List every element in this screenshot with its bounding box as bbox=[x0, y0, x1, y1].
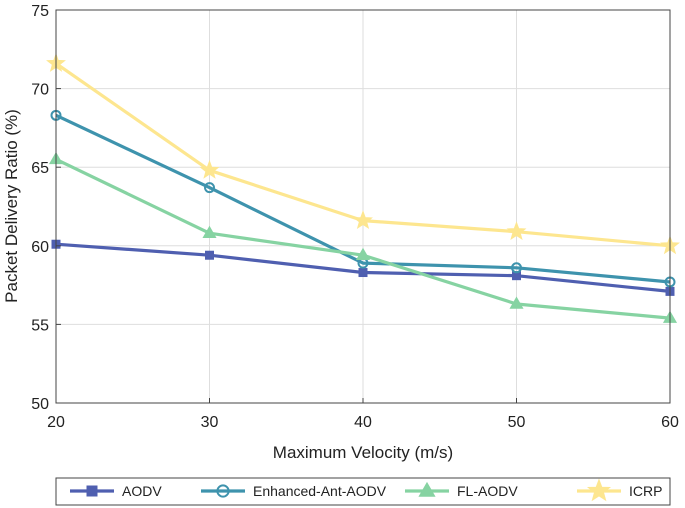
grid bbox=[56, 10, 670, 403]
y-tick-label: 75 bbox=[31, 3, 49, 20]
series-aodv-marker bbox=[358, 268, 368, 278]
x-axis-label: Maximum Velocity (m/s) bbox=[273, 443, 453, 462]
x-tick-label: 30 bbox=[201, 414, 219, 431]
series-icrp-marker bbox=[353, 210, 373, 230]
y-tick-label: 70 bbox=[31, 82, 49, 99]
legend-icrp-marker bbox=[586, 478, 612, 502]
legend-fl-aodv-marker bbox=[418, 481, 436, 497]
x-axis-ticks: 20 30 40 50 60 bbox=[47, 398, 679, 431]
x-tick-label: 40 bbox=[354, 414, 372, 431]
series-enhanced-ant-aodv-marker bbox=[511, 262, 522, 274]
y-tick-label: 50 bbox=[31, 396, 49, 413]
y-axis-ticks: 50 55 60 65 70 75 bbox=[31, 3, 61, 413]
legend-box bbox=[55, 477, 671, 506]
legend-enhanced-ant-aodv-marker bbox=[216, 484, 230, 498]
series-enhanced-ant-aodv-marker bbox=[204, 182, 215, 194]
y-tick-label: 65 bbox=[31, 160, 49, 177]
x-tick-label: 60 bbox=[661, 414, 679, 431]
x-tick-label: 50 bbox=[508, 414, 526, 431]
series-fl-aodv-marker bbox=[355, 247, 371, 260]
series-icrp-marker bbox=[199, 159, 220, 179]
legend-enhanced-ant-aodv: Enhanced-Ant-AODV bbox=[201, 483, 387, 499]
legend-icrp-label: ICRP bbox=[629, 483, 662, 499]
legend-aodv-label: AODV bbox=[122, 483, 162, 499]
legend-enhanced-ant-aodv-label: Enhanced-Ant-AODV bbox=[253, 483, 387, 499]
legend-aodv-marker bbox=[86, 485, 98, 497]
series-fl-aodv bbox=[48, 151, 678, 323]
y-axis-label: Packet Delivery Ratio (%) bbox=[2, 109, 21, 303]
series-fl-aodv-marker bbox=[509, 296, 524, 309]
series-enhanced-ant-aodv-line bbox=[55, 113, 671, 284]
legend-fl-aodv-label: FL-AODV bbox=[457, 483, 518, 499]
series-icrp-marker bbox=[506, 221, 527, 241]
y-tick-label: 55 bbox=[31, 317, 49, 334]
series-fl-aodv-marker bbox=[202, 225, 217, 238]
legend-icrp: ICRP bbox=[577, 478, 662, 502]
x-tick-label: 20 bbox=[47, 414, 65, 431]
y-tick-label: 60 bbox=[31, 239, 49, 256]
legend-aodv: AODV bbox=[70, 483, 162, 499]
legend-fl-aodv: FL-AODV bbox=[405, 481, 518, 499]
series-aodv-marker bbox=[205, 250, 214, 260]
legend: AODV Enhanced-Ant-AODV FL-AODV ICRP bbox=[55, 477, 671, 506]
